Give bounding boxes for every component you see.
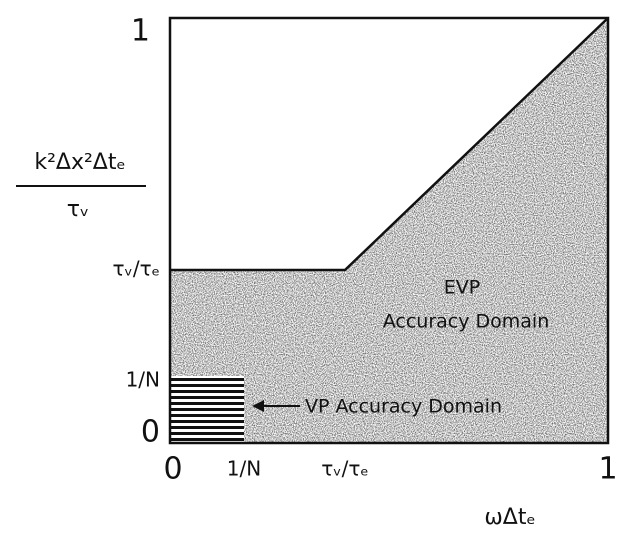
x-label: ωΔtₑ <box>484 505 535 530</box>
y-label-numerator: k²Δx²Δtₑ <box>34 150 125 175</box>
y-tick-label: 1 <box>131 14 150 49</box>
evp-label: EVP <box>444 277 480 299</box>
vp-label: VP Accuracy Domain <box>305 396 502 418</box>
y-tick-label: 0 <box>141 415 160 450</box>
y-tick-label: 1/N <box>126 368 160 392</box>
plot-frame <box>168 16 610 445</box>
x-tick-label: 1 <box>598 452 617 487</box>
x-tick-label: 1/N <box>227 457 261 481</box>
vp-region <box>170 376 244 443</box>
evp-label: Accuracy Domain <box>383 311 550 333</box>
y-tick-label: τᵥ/τₑ <box>113 257 161 281</box>
y-label-denominator: τᵥ <box>67 197 89 222</box>
boundary <box>170 17 609 272</box>
arrow-head <box>252 400 264 412</box>
x-tick-label: 0 <box>163 452 182 487</box>
x-tick-label: τᵥ/τₑ <box>321 457 369 481</box>
